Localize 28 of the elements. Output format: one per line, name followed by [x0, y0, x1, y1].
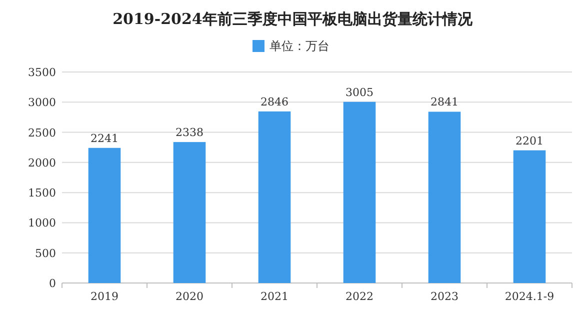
x-tick-label: 2024.1-9 [504, 290, 554, 303]
data-label: 2338 [176, 126, 204, 140]
legend-label: 单位：万台 [270, 39, 330, 53]
x-tick-label: 2019 [90, 290, 118, 303]
x-tick-label: 2021 [260, 290, 288, 303]
bar [88, 148, 121, 283]
y-tick-label: 1000 [28, 216, 56, 230]
data-label: 2846 [260, 95, 288, 108]
data-label: 2201 [516, 134, 544, 148]
bar [258, 111, 291, 283]
x-tick-label: 2020 [176, 290, 204, 303]
data-label: 3005 [346, 86, 374, 99]
data-label: 2841 [430, 96, 458, 109]
y-tick-label: 2500 [28, 126, 56, 140]
data-label: 2241 [90, 132, 118, 145]
y-tick-label: 1500 [28, 186, 56, 200]
bar [173, 142, 206, 283]
y-tick-label: 2000 [28, 156, 56, 170]
x-tick-label: 2023 [430, 290, 458, 303]
bar [428, 112, 461, 283]
chart-title: 2019-2024年前三季度中国平板电脑出货量统计情况 [112, 10, 474, 28]
bar [343, 102, 376, 283]
y-tick-label: 0 [49, 277, 56, 290]
bar [513, 150, 546, 283]
y-tick-label: 3000 [28, 96, 56, 110]
y-tick-label: 3500 [28, 66, 56, 79]
y-tick-label: 500 [35, 246, 56, 260]
x-tick-label: 2022 [346, 290, 374, 303]
